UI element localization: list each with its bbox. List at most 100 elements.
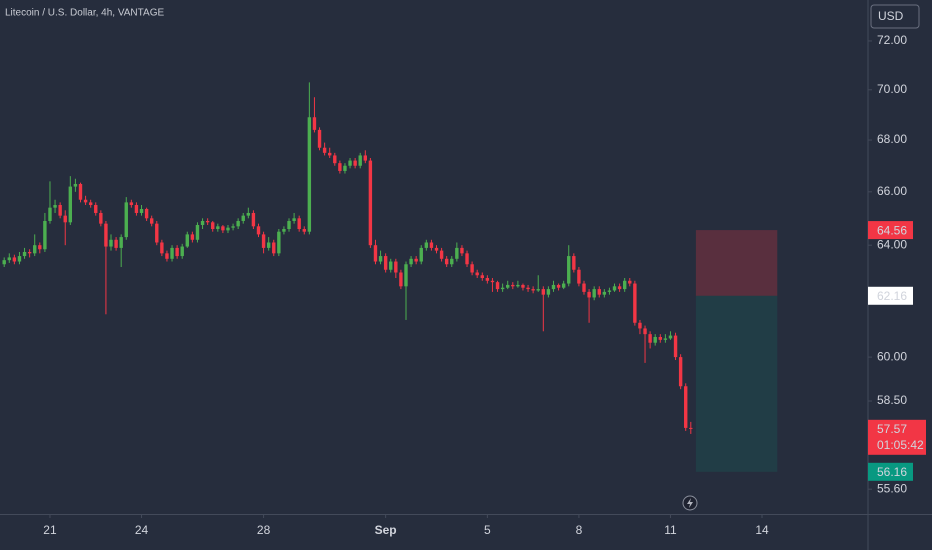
- candle-body: [12, 257, 17, 262]
- candle-body: [312, 117, 317, 130]
- target-price-label-box: [868, 462, 913, 481]
- candle-body: [282, 229, 286, 232]
- candle-body: [383, 256, 388, 270]
- candle-body: [439, 250, 444, 259]
- candle-body: [129, 202, 134, 206]
- candle-body: [109, 239, 113, 247]
- candle-body: [628, 280, 632, 284]
- candle-body: [7, 257, 11, 261]
- candle-body: [633, 283, 637, 323]
- y-tick-label: 68.00: [877, 132, 907, 146]
- candle-body: [617, 286, 622, 290]
- y-tick-label: 72.00: [877, 33, 907, 47]
- candle-body: [33, 245, 37, 254]
- candle-body: [592, 289, 596, 298]
- candle-body: [638, 322, 642, 329]
- candle-body: [114, 239, 118, 248]
- y-tick-label: 64.00: [877, 237, 907, 251]
- candle-body: [648, 334, 652, 343]
- candle-body: [460, 247, 464, 254]
- candle-body: [475, 272, 479, 276]
- candle-body: [63, 215, 67, 223]
- y-tick-label: 58.50: [877, 393, 907, 407]
- candle-body: [541, 289, 546, 295]
- candle-body: [94, 205, 98, 213]
- x-tick-label: 21: [43, 523, 57, 537]
- countdown: 01:05:42: [877, 438, 924, 452]
- flash-icon[interactable]: [682, 495, 698, 511]
- x-tick-label: 14: [755, 523, 769, 537]
- candle-body: [358, 155, 362, 166]
- candle-body: [2, 260, 6, 265]
- candle-body: [368, 160, 373, 246]
- candle-body: [663, 338, 668, 340]
- candle-body: [343, 165, 347, 171]
- candle-body: [577, 269, 581, 284]
- currency[interactable]: USD: [878, 9, 904, 23]
- candle-body: [450, 258, 454, 265]
- candle-body: [597, 289, 601, 295]
- candle-body: [429, 242, 434, 248]
- candle-body: [556, 284, 561, 288]
- candle-body: [277, 231, 281, 254]
- candle-body: [643, 328, 647, 335]
- candle-body: [160, 242, 164, 254]
- candle-body: [689, 427, 693, 429]
- candle-body: [48, 207, 52, 221]
- candle-body: [287, 220, 291, 230]
- currency-box[interactable]: [870, 4, 920, 29]
- candle-body: [389, 261, 393, 270]
- candle-body: [424, 242, 429, 248]
- candle-body: [165, 253, 169, 259]
- entry-price-label-box: [868, 286, 913, 305]
- candle-body: [607, 290, 612, 292]
- candle-body: [17, 256, 22, 262]
- candle-body: [658, 336, 662, 340]
- candle-body: [399, 272, 403, 287]
- y-tick-label: 66.00: [877, 184, 907, 198]
- candle-body: [53, 205, 57, 208]
- candle-body: [328, 152, 332, 156]
- candle-body: [195, 224, 200, 240]
- candle-body: [22, 251, 27, 257]
- stop-zone: [695, 230, 778, 296]
- candle-body: [561, 283, 566, 288]
- candle-body: [531, 289, 535, 291]
- candle-body: [490, 280, 495, 283]
- candle-body: [73, 183, 78, 187]
- x-tick-label: 28: [257, 523, 271, 537]
- candle-body: [190, 234, 195, 240]
- candle-body: [149, 218, 154, 224]
- candle-body: [38, 245, 42, 250]
- candle-body: [455, 247, 459, 259]
- candle-body: [302, 229, 306, 232]
- candle-body: [348, 160, 352, 166]
- candle-body: [551, 284, 556, 290]
- stop-price-label: 64.56: [877, 223, 907, 237]
- candle-body: [236, 220, 240, 227]
- candle-body: [78, 183, 83, 200]
- candle-body: [322, 147, 327, 153]
- candle-body: [612, 286, 617, 291]
- candle-body: [200, 220, 205, 225]
- candle-body: [338, 163, 342, 171]
- stop-price-label-box: [868, 221, 913, 240]
- candle-body: [27, 251, 32, 254]
- candle-body: [409, 258, 413, 265]
- candle-body: [602, 291, 607, 295]
- candle-body: [414, 258, 418, 262]
- candle-body: [684, 386, 688, 428]
- candle-body: [185, 234, 189, 247]
- candle-body: [119, 237, 123, 248]
- candle-body: [83, 199, 88, 203]
- candle-body: [480, 275, 484, 279]
- candle-body: [419, 247, 423, 262]
- last-price-box: [868, 419, 926, 455]
- candle-body: [68, 186, 73, 223]
- plot-area: [2, 82, 778, 472]
- y-tick-label: 70.00: [877, 82, 907, 96]
- candle-body: [521, 284, 525, 288]
- candle-body: [353, 160, 357, 166]
- candle-body: [653, 336, 657, 343]
- chart-title: Litecoin / U.S. Dollar, 4h, VANTAGE: [5, 8, 164, 19]
